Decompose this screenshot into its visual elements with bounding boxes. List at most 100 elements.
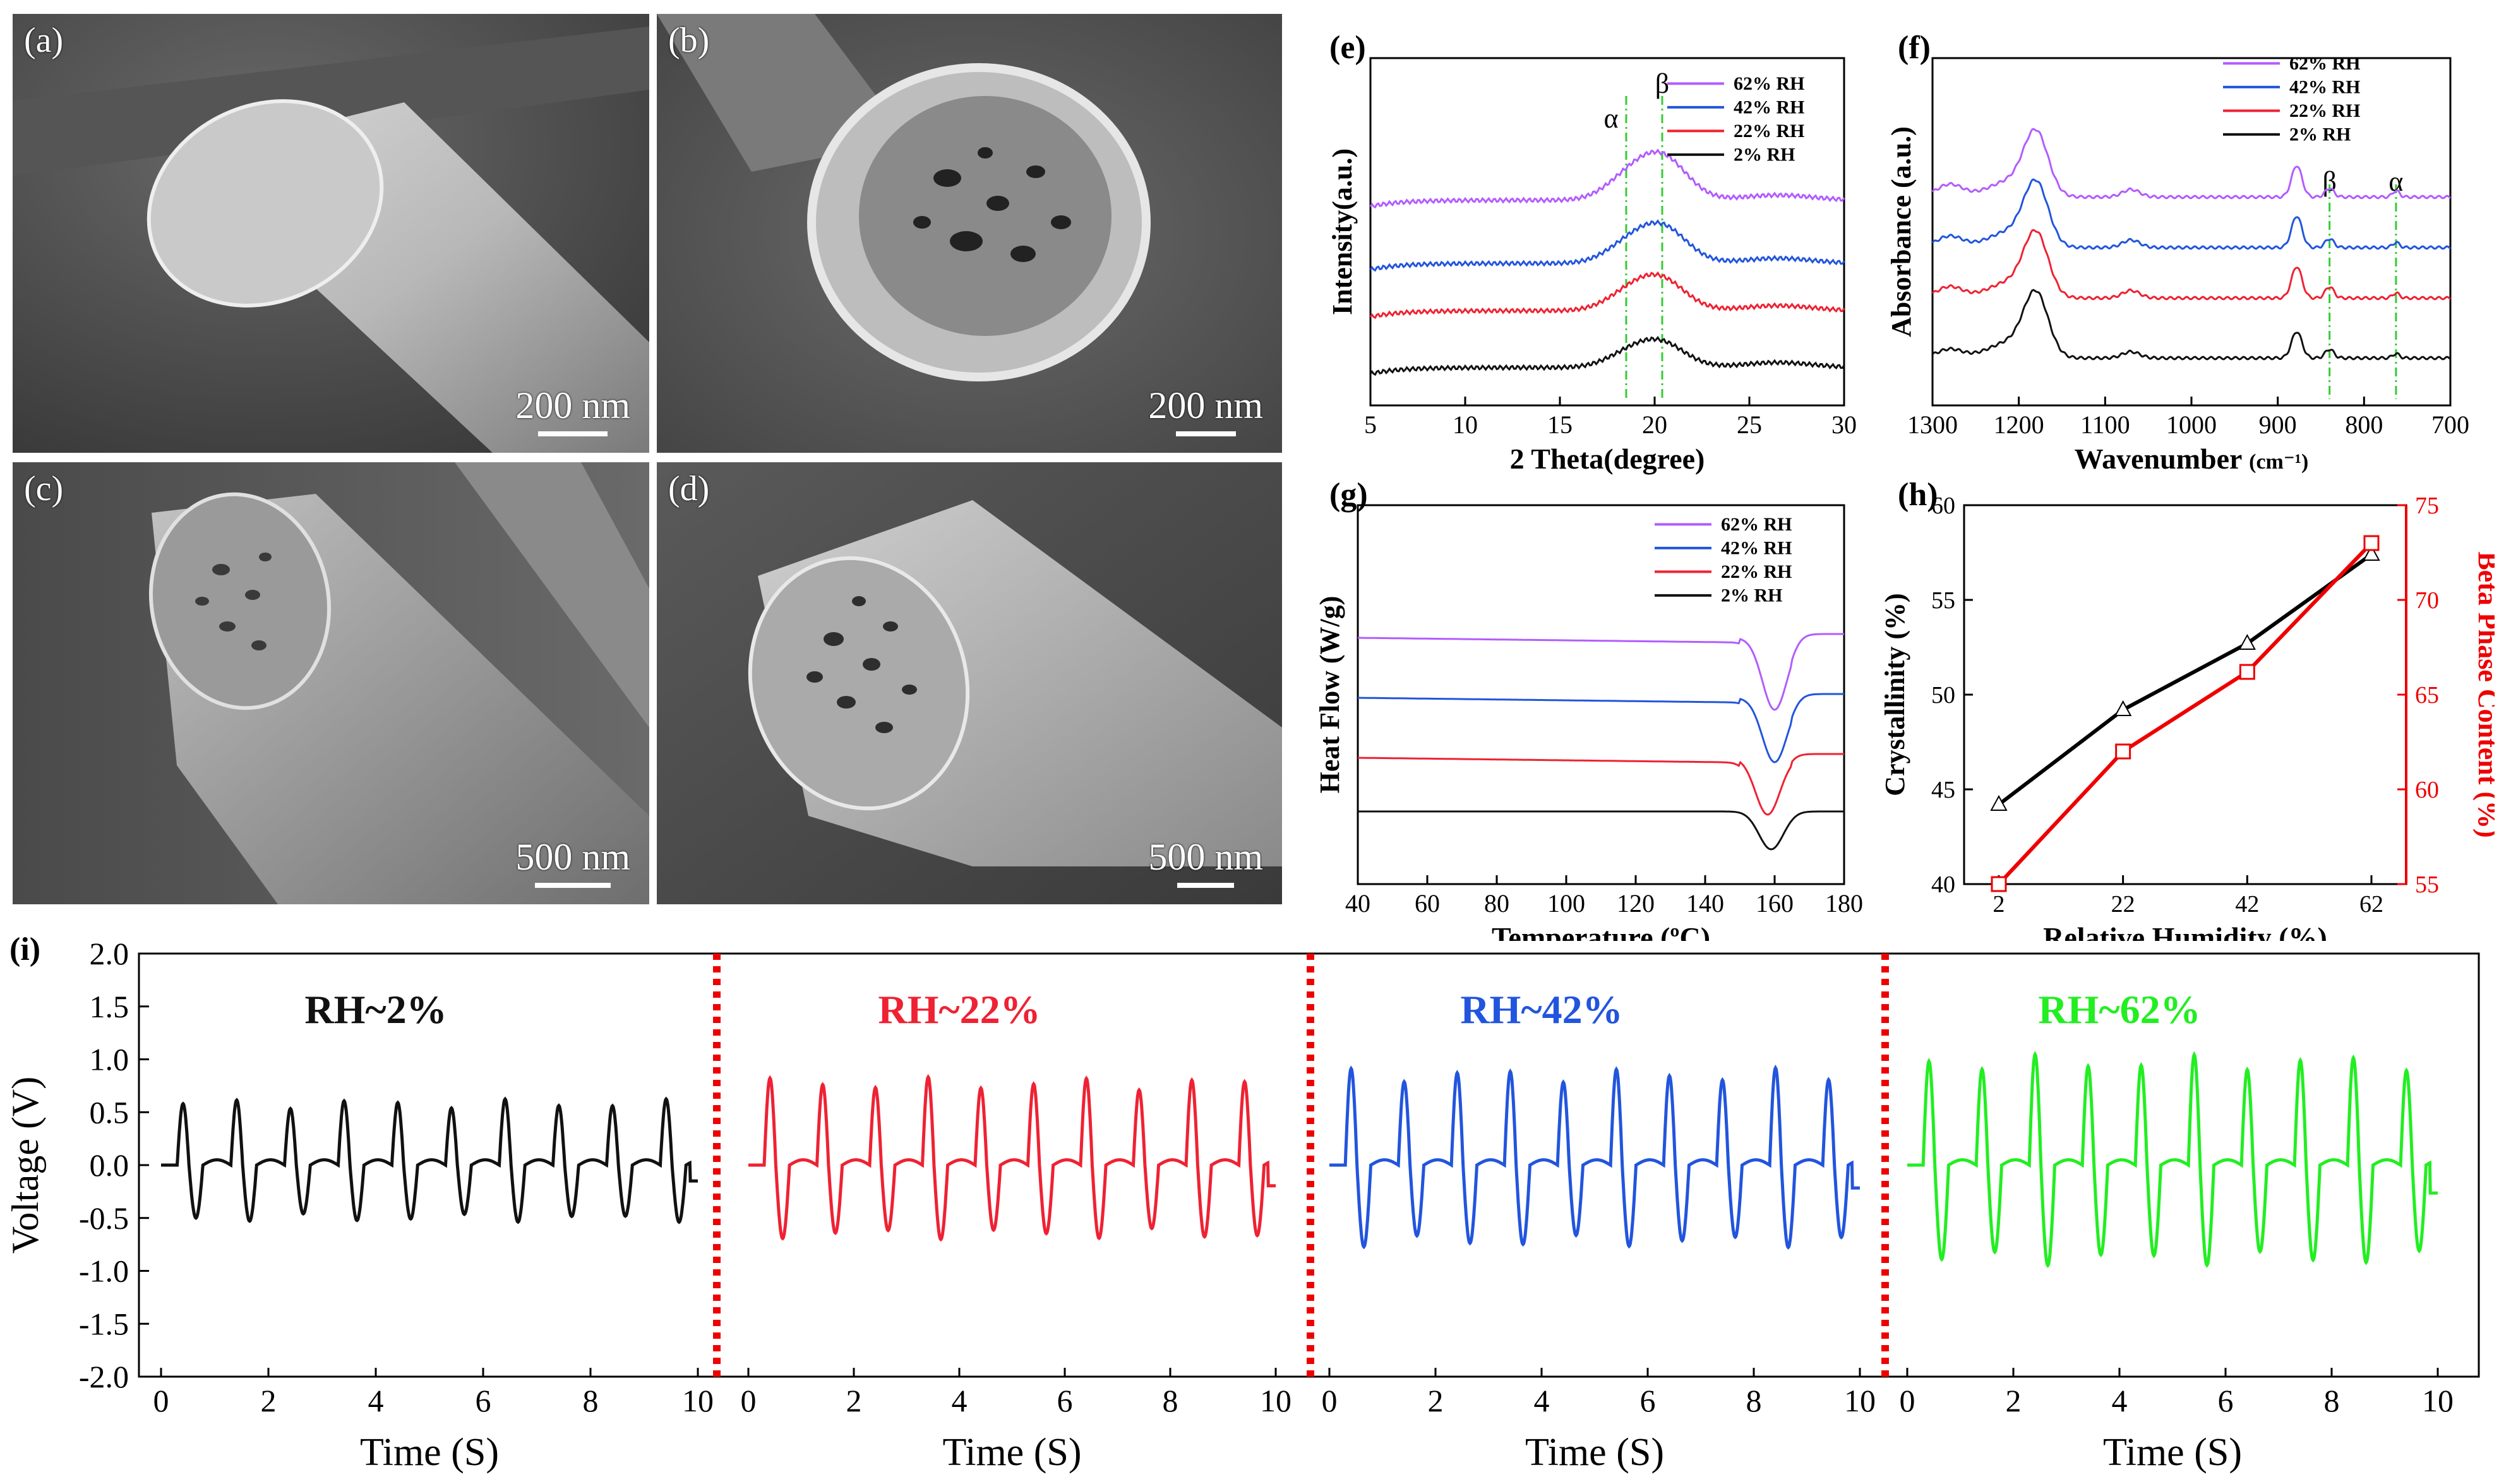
scale-text: 200 nm (1148, 385, 1263, 426)
annotation-label: α (2388, 166, 2403, 197)
y2-axis-label: Beta Phase Content (%) (2472, 551, 2495, 837)
sem-label: (c) (24, 469, 64, 508)
x-axis-label: Time (S) (360, 1431, 499, 1474)
x-tick-label: 1300 (1907, 410, 1958, 439)
crystallinity-point (2238, 633, 2256, 650)
chart-g: (g) 40 60 80 100 120 140 160 180 Temperature (ºC)… (1314, 477, 1863, 941)
scale-text: 500 nm (1148, 836, 1263, 878)
annotation-label: α (1603, 103, 1618, 134)
scale-bar: 200 nm (515, 384, 630, 436)
plot-frame (1931, 57, 2452, 407)
beta-phase-point (2115, 743, 2131, 760)
x-axis-label: Time (S) (2103, 1431, 2242, 1474)
x-tick-label: 30 (1831, 410, 1857, 439)
legend-label: 42% RH (1734, 97, 1805, 118)
x-tick-label: 2 (261, 1383, 277, 1418)
y-tick-label: 0.5 (90, 1094, 129, 1130)
dsc-curve-42rh (1358, 693, 1844, 763)
crystallinity-line (1998, 553, 2373, 806)
legend-label: 2% RH (1734, 145, 1795, 165)
sem-image-c: (c) 500 nm (13, 462, 649, 904)
crystallinity-point (1990, 794, 2008, 811)
legend-label: 22% RH (1721, 561, 1792, 582)
y-tick-label: 60 (1931, 493, 1955, 519)
x-tick-label: 140 (1686, 889, 1724, 918)
chart-f: (f) 1300 1200 1100 1000 900 800 700 Wavenumber (… (1886, 30, 2469, 475)
y-axis-label: Voltage (V) (4, 1077, 46, 1254)
voltage-trace-3 (1329, 1064, 1860, 1250)
sem-image-b: (b) 200 nm (657, 14, 1282, 453)
y2-tick-label: 60 (2415, 777, 2439, 803)
sem-image-b-graphic (657, 14, 1282, 453)
voltage-trace-2 (748, 1074, 1276, 1242)
beta-phase-point (1991, 876, 2007, 892)
x-tick-label: 0 (1900, 1383, 1915, 1418)
x-tick-label: 6 (1057, 1383, 1073, 1418)
sem-label: (a) (24, 21, 64, 60)
x-axis-label: 2 Theta(degree) (1510, 443, 1705, 475)
segment-title: RH~2% (304, 987, 446, 1032)
y-tick-label: -0.5 (79, 1200, 129, 1236)
x-tick-label: 4 (952, 1383, 968, 1418)
legend-label: 62% RH (2289, 53, 2361, 74)
legend-label: 42% RH (1721, 538, 1792, 559)
x-tick-label: 1100 (2080, 410, 2130, 439)
x-axis-label-unit: (cm⁻¹) (2249, 450, 2308, 474)
y2-tick-label: 55 (2415, 871, 2439, 898)
x-tick-label: 0 (741, 1383, 757, 1418)
y-axis-label: Intensity(a.u.) (1327, 148, 1358, 315)
legend-label: 62% RH (1721, 514, 1792, 535)
x-axis-label: Temperature (ºC) (1492, 921, 1710, 941)
x-tick-label: 4 (1534, 1383, 1550, 1418)
y-tick-label: 40 (1931, 871, 1955, 898)
y-tick-label: 50 (1931, 682, 1955, 709)
x-tick-label: 120 (1617, 889, 1655, 918)
y-tick-label: -1.5 (79, 1306, 129, 1341)
segment-title: RH~22% (878, 987, 1040, 1032)
y-tick-label: 45 (1931, 777, 1955, 803)
x-tick-label: 2 (846, 1383, 862, 1418)
legend-label: 62% RH (1734, 73, 1805, 94)
x-tick-label: 0 (1322, 1383, 1338, 1418)
panel-label: (f) (1898, 30, 1931, 66)
beta-phase-line (1997, 541, 2373, 886)
x-axis-label: Wavenumber (cm⁻¹) (2075, 443, 2309, 475)
xrd-curve-62rh (1369, 148, 1845, 209)
y-tick-label: -2.0 (79, 1359, 129, 1394)
voltage-trace-1 (161, 1096, 698, 1224)
scale-bar: 500 nm (515, 835, 630, 888)
sem-label: (b) (668, 21, 710, 60)
sem-image-a-graphic (13, 14, 649, 453)
x-tick-label: 40 (1345, 889, 1370, 918)
x-tick-label: 4 (2112, 1383, 2128, 1418)
ftir-curve-62rh (1931, 128, 2451, 200)
x-tick-label: 10 (1260, 1383, 1291, 1418)
sem-label: (d) (668, 469, 710, 508)
plot-frame (1963, 504, 2407, 885)
chart-i: (i) 2.0 1.5 1.0 0.5 0.0 -0.5 -1.0 -1.5 -2.0 Voltag… (4, 931, 2480, 1474)
x-tick-label: 10 (2422, 1383, 2454, 1418)
x-tick-label: 10 (682, 1383, 714, 1418)
x-tick-label: 2 (1428, 1383, 1444, 1418)
x-tick-label: 8 (1746, 1383, 1762, 1418)
y2-tick-label: 65 (2415, 682, 2439, 709)
x-tick-label: 8 (2324, 1383, 2340, 1418)
x-tick-label: 42 (2235, 891, 2259, 918)
x-tick-label: 60 (1415, 889, 1440, 918)
segment-title: RH~42% (1460, 987, 1622, 1032)
x-tick-label: 160 (1756, 889, 1794, 918)
x-axis-label: Relative Humidity (%) (2043, 921, 2327, 941)
legend-label: 22% RH (2289, 100, 2361, 121)
ftir-curve-2rh (1931, 289, 2451, 361)
segment-title: RH~62% (2038, 987, 2200, 1032)
x-tick-label: 180 (1825, 889, 1863, 918)
panel-label: (i) (9, 931, 40, 967)
x-tick-label: 80 (1484, 889, 1509, 918)
x-tick-label: 6 (1640, 1383, 1656, 1418)
x-tick-label: 10 (1844, 1383, 1876, 1418)
crystallinity-point (2363, 544, 2380, 561)
legend-label: 42% RH (2289, 77, 2361, 98)
x-tick-label: 8 (583, 1383, 599, 1418)
x-tick-label: 6 (2218, 1383, 2234, 1418)
scale-text: 200 nm (515, 385, 630, 426)
